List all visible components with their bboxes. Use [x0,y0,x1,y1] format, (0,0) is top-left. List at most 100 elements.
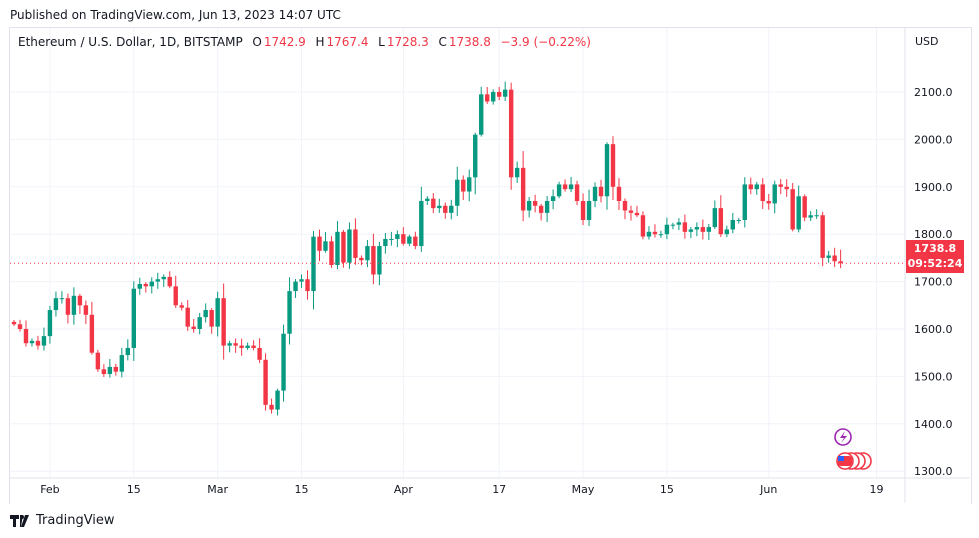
x-tick-label: Feb [40,483,59,496]
candle-down [538,205,544,213]
candle-down [443,205,448,213]
candle-down [718,208,724,235]
candle-up [526,201,532,211]
candle-down [233,343,238,346]
candle-up [604,144,610,197]
candle-down [838,261,843,264]
candle-up [730,219,735,230]
candle-down [766,201,771,204]
candle-up [275,390,280,410]
candle-down [634,212,640,216]
candle-down [802,196,807,218]
candle-up [688,229,694,232]
candle-up [281,333,286,391]
candle-up [335,231,340,266]
candle-up [383,238,388,247]
candle-down [173,286,178,306]
candle-up [694,227,700,230]
y-tick-label: 1600.0 [914,323,953,336]
candle-down [778,184,783,187]
candle-up [568,184,574,190]
candle-down [305,279,310,292]
candle-down [832,255,837,262]
candle-down [341,231,346,263]
candle-down [508,89,514,178]
candle-up [197,317,202,329]
x-tick-label: 17 [492,483,506,496]
candle-up [137,283,142,289]
candle-up [389,238,394,240]
candle-up [29,340,35,344]
candle-up [131,288,136,348]
candle-down [784,186,789,190]
x-tick-label: Apr [394,483,414,496]
candle-up [53,298,59,311]
candle-down [496,92,502,97]
candle-up [658,234,664,236]
candle-down [485,94,490,102]
candle-down [257,347,262,360]
candle-down [461,179,466,192]
candle-up [407,236,412,244]
candle-down [640,215,646,237]
candle-up [347,229,352,263]
candle-down [269,404,274,410]
candle-up [676,222,682,225]
candle-down [520,167,526,211]
ohlc-legend: Ethereum / U.S. Dollar, 1D, BITSTAMP O 17… [18,35,593,49]
last-price-label: 1738.8 09:52:24 [906,240,964,273]
candle-up [544,201,550,213]
candle-up [41,336,47,346]
candle-up [47,310,53,337]
candle-down [167,276,172,287]
candle-up [293,281,298,292]
candle-down [431,198,436,209]
candle-up [437,205,442,209]
candle-up [425,198,430,202]
candle-up [586,201,592,220]
change-value: −3.9 (−0.22%) [500,35,592,49]
candle-down [790,189,795,230]
candle-up [814,215,819,217]
candle-down [101,369,107,375]
y-tick-label: 1800.0 [914,228,953,241]
x-tick-label: 19 [870,483,884,496]
close-value: 1738.8 [448,35,491,49]
y-tick-label: 1500.0 [914,370,953,383]
candle-up [491,92,496,102]
candle-down [143,283,148,287]
x-tick-label: 15 [295,483,309,496]
candle-down [598,186,604,197]
brand-name: TradingView [36,513,115,528]
published-note: Published on TradingView.com, Jun 13, 20… [10,8,341,22]
candle-down [95,352,101,370]
last-price: 1738.8 [913,242,957,255]
candle-up [215,298,220,327]
candle-up [203,310,208,318]
candle-up [245,345,250,348]
lightning-icon [840,431,847,443]
candle-down [251,345,256,348]
open-label: O [252,35,262,49]
tradingview-logo[interactable]: TradingView [10,513,115,528]
chart-frame [9,27,972,504]
candle-down [239,345,244,348]
candle-up [227,343,232,346]
candle-up [71,295,77,315]
symbol-title[interactable]: Ethereum / U.S. Dollar, 1D, BITSTAMP [18,35,243,49]
candle-up [670,224,676,226]
low-value: 1728.3 [386,35,429,49]
open-value: 1742.9 [263,35,306,49]
candle-down [359,257,364,261]
candle-up [119,355,125,372]
candle-up [742,184,747,220]
candle-down [628,210,634,213]
candle-up [712,208,718,228]
candle-up [664,224,670,235]
candle-up [395,234,400,239]
candle-down [562,184,568,190]
candle-down [83,305,89,315]
candle-up [754,184,759,190]
candle-up [161,276,166,280]
